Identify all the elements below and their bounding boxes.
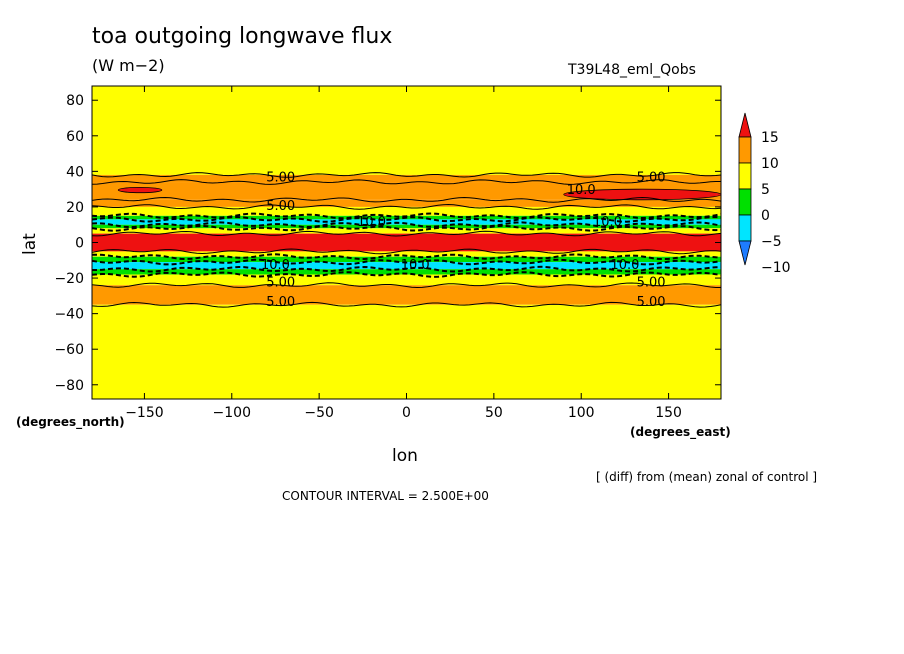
- colorbar: 15 10 5 0 −5 −10: [738, 112, 791, 276]
- colorbar-label: 5: [761, 182, 770, 198]
- zonal-band: [92, 274, 721, 286]
- flux-patch: [563, 188, 721, 201]
- zonal-band: [92, 256, 721, 263]
- contour-line: [92, 258, 721, 266]
- diff-note: [ (diff) from (mean) zonal of control ]: [596, 470, 818, 484]
- colorbar-label: 15: [761, 130, 779, 146]
- zonal-band: [92, 219, 721, 225]
- contour-label: 10.0: [610, 258, 639, 273]
- contour-interval: CONTOUR INTERVAL = 2.500E+00: [282, 489, 489, 503]
- x-tick-label: −100: [213, 405, 251, 421]
- zonal-band: [92, 206, 721, 216]
- chart-units: (W m−2): [92, 56, 165, 75]
- y-axis-units: (degrees_north): [16, 415, 125, 429]
- contour-line: [92, 179, 721, 185]
- colorbar-swatch: [738, 188, 752, 216]
- x-tick-label: 100: [568, 405, 595, 421]
- contour-line: [92, 196, 721, 203]
- y-tick-label: 40: [66, 164, 84, 180]
- x-tick-label: −50: [304, 405, 334, 421]
- contour-line: [92, 172, 721, 178]
- y-axis-label: lat: [20, 233, 40, 255]
- contour-line: [92, 271, 721, 278]
- contour-label: 10.0: [567, 183, 596, 198]
- contour-label: 5.00: [266, 171, 295, 186]
- y-tick-label: −60: [54, 342, 84, 358]
- zonal-band: [92, 174, 721, 183]
- contour-label: 5.00: [637, 171, 666, 186]
- zonal-band: [92, 251, 721, 257]
- zonal-band: [92, 304, 721, 399]
- contour-label: 5.00: [637, 276, 666, 291]
- contour-line: [92, 253, 721, 261]
- zonal-band: [92, 262, 721, 270]
- colorbar-label: 0: [761, 208, 770, 224]
- colorbar-swatch: [738, 214, 752, 242]
- x-axis-units: (degrees_east): [630, 425, 731, 439]
- x-tick-label: 50: [485, 405, 503, 421]
- zonal-band: [92, 199, 721, 207]
- contour-label: 5.00: [266, 199, 295, 214]
- x-tick-label: 0: [402, 405, 411, 421]
- y-tick-label: 80: [66, 93, 84, 109]
- zonal-band: [92, 182, 721, 200]
- contour-line: [92, 215, 721, 223]
- x-tick-label: −150: [125, 405, 163, 421]
- contour-label: 10.0: [593, 215, 622, 230]
- contour-line: [92, 224, 721, 232]
- contour-label: 10.0: [357, 215, 386, 230]
- contour-label: 5.00: [266, 276, 295, 291]
- contour-label: 10.0: [401, 258, 430, 273]
- colorbar-arrow-bottom: [738, 240, 752, 266]
- contour-line: [92, 230, 721, 237]
- contour-label: 5.00: [266, 295, 295, 310]
- zonal-band: [92, 233, 721, 252]
- colorbar-swatch: [738, 162, 752, 190]
- contour-line: [92, 282, 721, 289]
- colorbar-label: −5: [761, 234, 782, 250]
- zonal-band: [92, 224, 721, 229]
- colorbar-label: 10: [761, 156, 779, 172]
- contour-label: 5.00: [637, 295, 666, 310]
- run-name: T39L48_eml_Qobs: [568, 62, 696, 78]
- contour-label: 10.0: [261, 258, 290, 273]
- colorbar-arrow-top: [738, 112, 752, 138]
- zonal-band: [92, 86, 721, 175]
- colorbar-swatch: [738, 136, 752, 164]
- flux-patch: [117, 186, 163, 194]
- contour-line: [92, 301, 721, 308]
- contour-line: [92, 212, 721, 220]
- x-tick-label: 150: [655, 405, 682, 421]
- y-tick-label: −80: [54, 378, 84, 394]
- y-tick-label: −40: [54, 307, 84, 323]
- colorbar-label: −10: [761, 260, 791, 276]
- zonal-band: [92, 269, 721, 275]
- y-tick-label: 0: [75, 236, 84, 252]
- contour-line: [92, 221, 721, 229]
- chart-title: toa outgoing longwave flux: [92, 24, 393, 49]
- contour-line: [92, 248, 721, 255]
- contour-line: [92, 265, 721, 273]
- zonal-band: [92, 285, 721, 305]
- y-tick-label: 20: [66, 200, 84, 216]
- y-tick-label: −20: [54, 271, 84, 287]
- x-axis-label: lon: [392, 446, 418, 466]
- contour-line: [92, 203, 721, 210]
- y-tick-label: 60: [66, 129, 84, 145]
